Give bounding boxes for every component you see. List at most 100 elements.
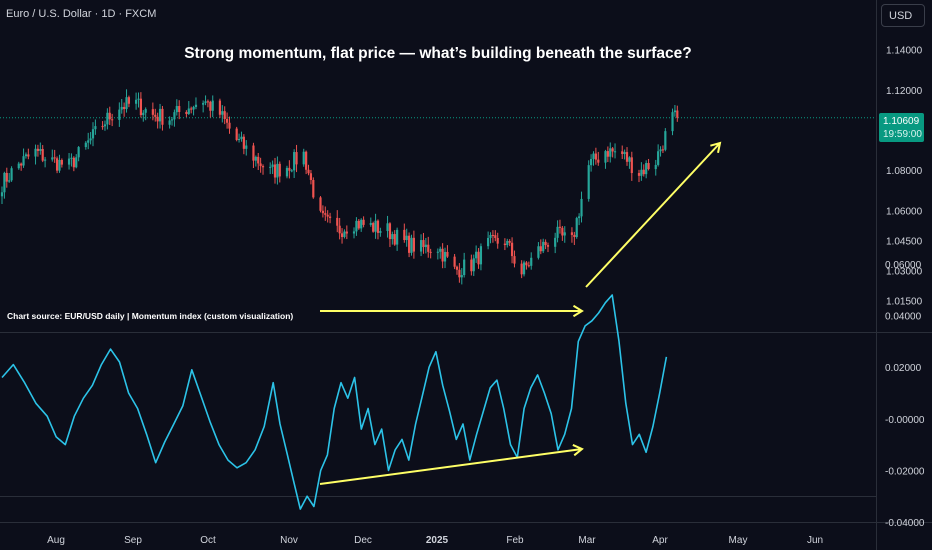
candle-body [455,266,459,270]
price-candle [127,95,131,108]
symbol-title[interactable]: Euro / U.S. Dollar · 1D · FXCM [6,8,157,20]
momentum-rising-arrow [319,444,584,485]
price-candle [546,242,550,253]
candle-body [419,240,423,252]
price-candle [525,261,528,270]
price-candle [158,103,162,129]
candle-body [530,257,533,266]
candle-body [345,231,348,234]
price-candle [285,165,289,179]
price-candle [419,234,423,257]
price-candle [424,237,427,254]
candle-body [628,157,631,162]
price-candle [173,109,176,127]
arrow-head [572,304,584,318]
price-candle [305,150,308,175]
price-candle [376,219,380,240]
price-candle [537,242,540,260]
price-candle [41,145,44,163]
price-candle [405,228,408,247]
price-candle [439,246,442,259]
last-price-badge: 1.10609 19:59:00 [879,113,924,142]
price-candle [573,231,576,246]
price-candle [628,156,631,169]
candle-body [379,230,382,233]
price-candle [53,149,56,163]
price-candle [271,160,274,174]
price-candle [60,158,63,168]
price-candle [623,149,626,160]
price-candle [55,156,59,174]
candle-body [228,122,231,129]
candle-body [604,151,607,163]
candle-body [513,256,516,264]
price-candle [36,144,40,157]
price-candle [455,265,459,275]
price-candle [609,142,612,163]
price-candle [204,95,207,106]
price-candle [202,100,205,113]
price-candle [261,164,265,175]
price-candle [527,261,530,268]
price-candle [125,89,128,113]
candle-body [242,136,245,149]
price-candle [111,113,114,127]
candle-body [563,232,566,236]
price-candle [10,166,13,182]
time-tick-label: Dec [354,535,372,546]
price-tick-label: 1.01500 [886,297,923,308]
candle-body [463,259,466,276]
price-candle [604,149,607,169]
candle-body [494,235,497,238]
price-candle [245,140,248,156]
candle-body [441,248,444,262]
price-candle [139,92,142,118]
currency-button[interactable]: USD [881,4,925,27]
candle-body [151,109,154,115]
price-candle [252,142,255,169]
price-candle [654,159,657,176]
candle-body [305,151,308,170]
price-candle [89,132,92,145]
price-candle [87,132,90,150]
price-candle [396,227,399,251]
time-tick-label: 2025 [426,535,449,546]
price-candle [458,263,461,283]
price-candle [372,221,375,233]
candle-body [53,157,56,159]
candle-body [91,129,95,139]
price-candle [288,160,291,179]
candle-body [271,164,274,167]
momentum-tick-label: -0.00000 [885,415,925,426]
candle-body [369,223,372,225]
candle-body [39,148,42,151]
price-candle [539,239,542,255]
price-candle [175,99,178,116]
price-tick-label: 1.14000 [886,46,923,57]
price-candle [326,210,329,223]
price-candle [72,156,75,172]
price-candle [520,260,523,279]
price-candle [570,227,574,243]
candle-body [120,106,123,110]
candle-body [443,251,447,262]
candle-body [676,110,679,118]
price-candle [293,149,296,178]
price-candle [407,232,411,258]
candle-body [87,140,90,143]
candle-body [575,218,578,238]
candle-body [587,165,590,199]
price-candle [226,112,229,129]
price-candle [487,231,490,250]
candle-body [374,220,377,232]
candle-body [273,164,277,178]
candle-body [118,109,121,120]
candle-body [103,124,107,127]
candle-body [654,164,657,170]
candle-body [111,119,114,121]
time-tick-label: Oct [200,535,216,546]
price-candle [491,230,495,243]
candle-body [625,152,629,162]
